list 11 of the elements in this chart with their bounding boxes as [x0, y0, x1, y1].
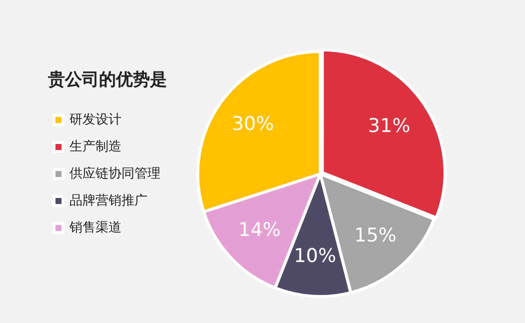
- data-label: 15%: [354, 224, 396, 246]
- data-label: 14%: [238, 218, 281, 241]
- text: 贵公司的优势是: [48, 69, 167, 91]
- data-label: 10%: [294, 245, 336, 268]
- data-label: 31%: [368, 115, 410, 138]
- legend-label: 研发设计: [70, 112, 122, 128]
- legend-label: 品牌营销推广: [70, 193, 148, 208]
- legend-label: 生产制造: [70, 139, 122, 154]
- legend-label: 供应链协同管理: [70, 165, 160, 182]
- data-label: 30%: [232, 112, 274, 135]
- legend-label: 销售渠道: [68, 220, 122, 236]
